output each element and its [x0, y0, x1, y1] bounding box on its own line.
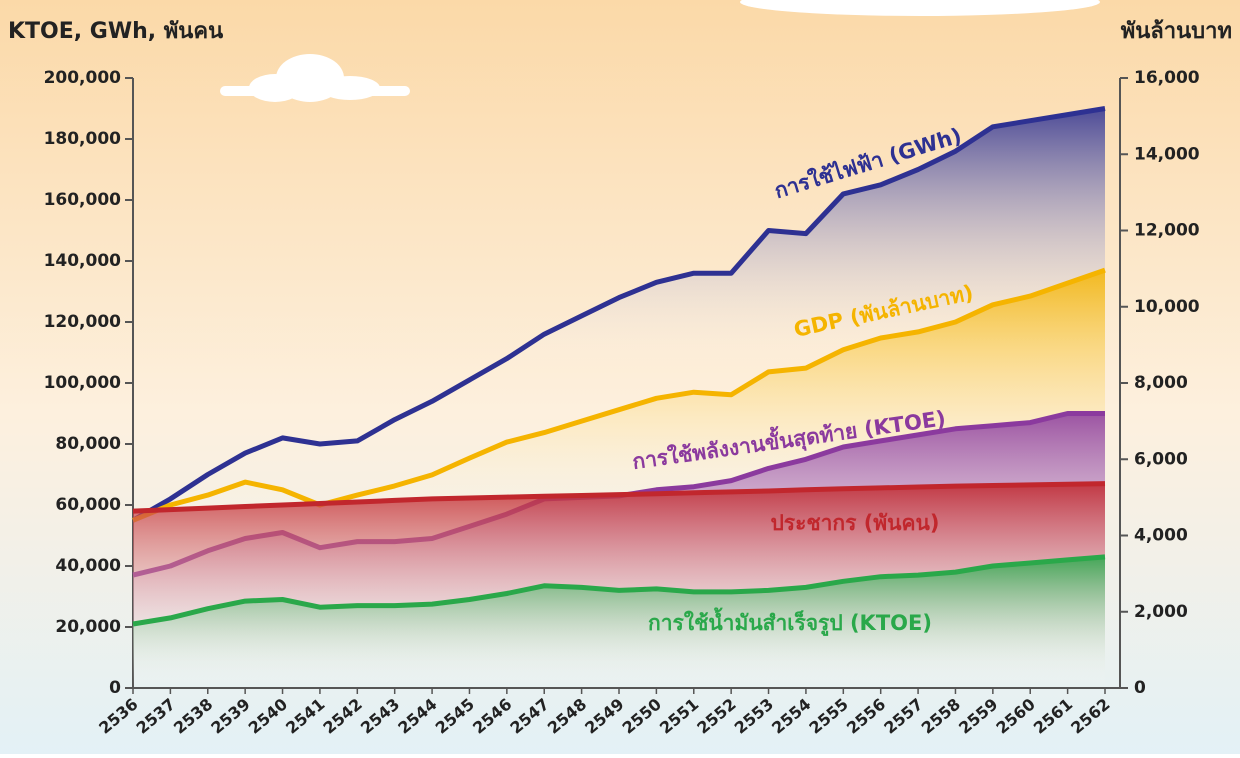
y2-tick-label: 16,000	[1134, 68, 1200, 88]
line	[131, 106, 1106, 523]
y2-tick-label: 10,000	[1134, 297, 1200, 317]
series-label: การใช้น้ำมันสำเร็จรูป (KTOE)	[648, 607, 932, 637]
y2-tick-label: 14,000	[1134, 144, 1200, 164]
y2-tick-label: 0	[1134, 678, 1146, 698]
y2-tick-label: 4,000	[1134, 526, 1188, 546]
series-label: ประชากร (พันคน)	[770, 511, 939, 535]
line	[132, 554, 1106, 627]
y-tick-label: 80,000	[55, 434, 121, 454]
y-tick-label: 180,000	[44, 129, 122, 149]
y-tick-label: 140,000	[44, 251, 122, 271]
y-tick-label: 60,000	[55, 495, 121, 515]
y-tick-label: 120,000	[44, 312, 122, 332]
y-tick-label: 40,000	[55, 556, 121, 576]
y2-axis-title: พันล้านบาท	[1121, 19, 1232, 44]
cloud	[220, 0, 1100, 102]
line	[132, 481, 1106, 514]
y-axis-title: KTOE, GWh, พันคน	[8, 19, 223, 44]
y-tick-label: 20,000	[55, 617, 121, 637]
y2-tick-label: 12,000	[1134, 221, 1200, 241]
y-tick-label: 100,000	[44, 373, 122, 393]
line	[132, 267, 1106, 523]
y-tick-label: 0	[109, 678, 121, 698]
y2-tick-label: 2,000	[1134, 602, 1188, 622]
y2-tick-label: 6,000	[1134, 449, 1188, 469]
y2-tick-label: 8,000	[1134, 373, 1188, 393]
y-tick-label: 160,000	[44, 190, 122, 210]
y-tick-label: 200,000	[44, 68, 122, 88]
area	[133, 556, 1105, 688]
